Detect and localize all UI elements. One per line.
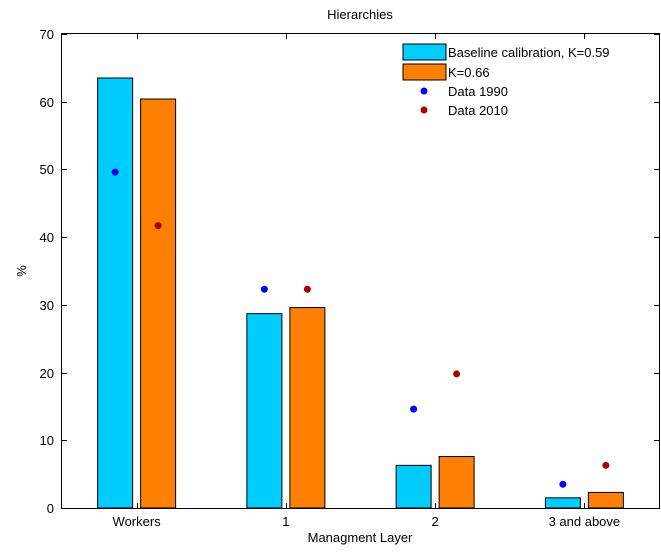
legend-swatch-baseline	[402, 43, 447, 61]
x-tick-label: 2	[432, 514, 439, 529]
x-axis: Workers 1 2 3 and above	[113, 34, 621, 529]
dot-data-2010	[453, 370, 461, 378]
data-dots-group	[111, 168, 610, 488]
bar-k066	[587, 491, 624, 509]
bar-k066	[289, 307, 326, 509]
y-axis: 0 10 20 30 40 50 60 70	[40, 27, 659, 516]
dot-data-1990	[559, 480, 567, 488]
bar-k066	[438, 456, 475, 509]
y-axis-label: %	[14, 265, 29, 277]
y-tick-label: 30	[40, 298, 54, 313]
legend-label-k066: K=0.66	[448, 65, 490, 80]
y-tick-label: 0	[47, 501, 54, 516]
dot-data-2010	[154, 222, 162, 230]
legend-label-2010: Data 2010	[448, 103, 508, 118]
dot-data-1990	[111, 168, 119, 176]
y-tick-label: 20	[40, 366, 54, 381]
dot-data-1990	[260, 285, 268, 293]
bar-baseline	[246, 313, 283, 509]
chart-title: Hierarchies	[327, 7, 393, 22]
bars-group	[97, 77, 624, 509]
plot-area-frame	[61, 33, 660, 509]
legend-swatch-k066	[402, 63, 447, 81]
x-tick-label: Workers	[113, 514, 162, 529]
dot-data-2010	[602, 461, 610, 469]
y-tick-label: 10	[40, 433, 54, 448]
bar-baseline	[97, 77, 134, 509]
legend: Baseline calibration, K=0.59 K=0.66 Data…	[402, 43, 610, 118]
bar-baseline	[395, 464, 432, 509]
y-tick-label: 50	[40, 162, 54, 177]
legend-label-1990: Data 1990	[448, 84, 508, 99]
x-axis-label: Managment Layer	[308, 530, 413, 545]
y-tick-label: 70	[40, 27, 54, 42]
bar-baseline	[544, 497, 581, 509]
y-tick-label: 40	[40, 230, 54, 245]
dot-data-1990	[410, 405, 418, 413]
x-tick-label: 1	[282, 514, 289, 529]
x-tick-label: 3 and above	[549, 514, 621, 529]
legend-marker-1990	[420, 87, 428, 95]
dot-data-2010	[303, 285, 311, 293]
legend-marker-2010	[420, 106, 428, 114]
bar-k066	[140, 98, 177, 509]
y-tick-label: 60	[40, 95, 54, 110]
legend-label-baseline: Baseline calibration, K=0.59	[448, 45, 610, 60]
